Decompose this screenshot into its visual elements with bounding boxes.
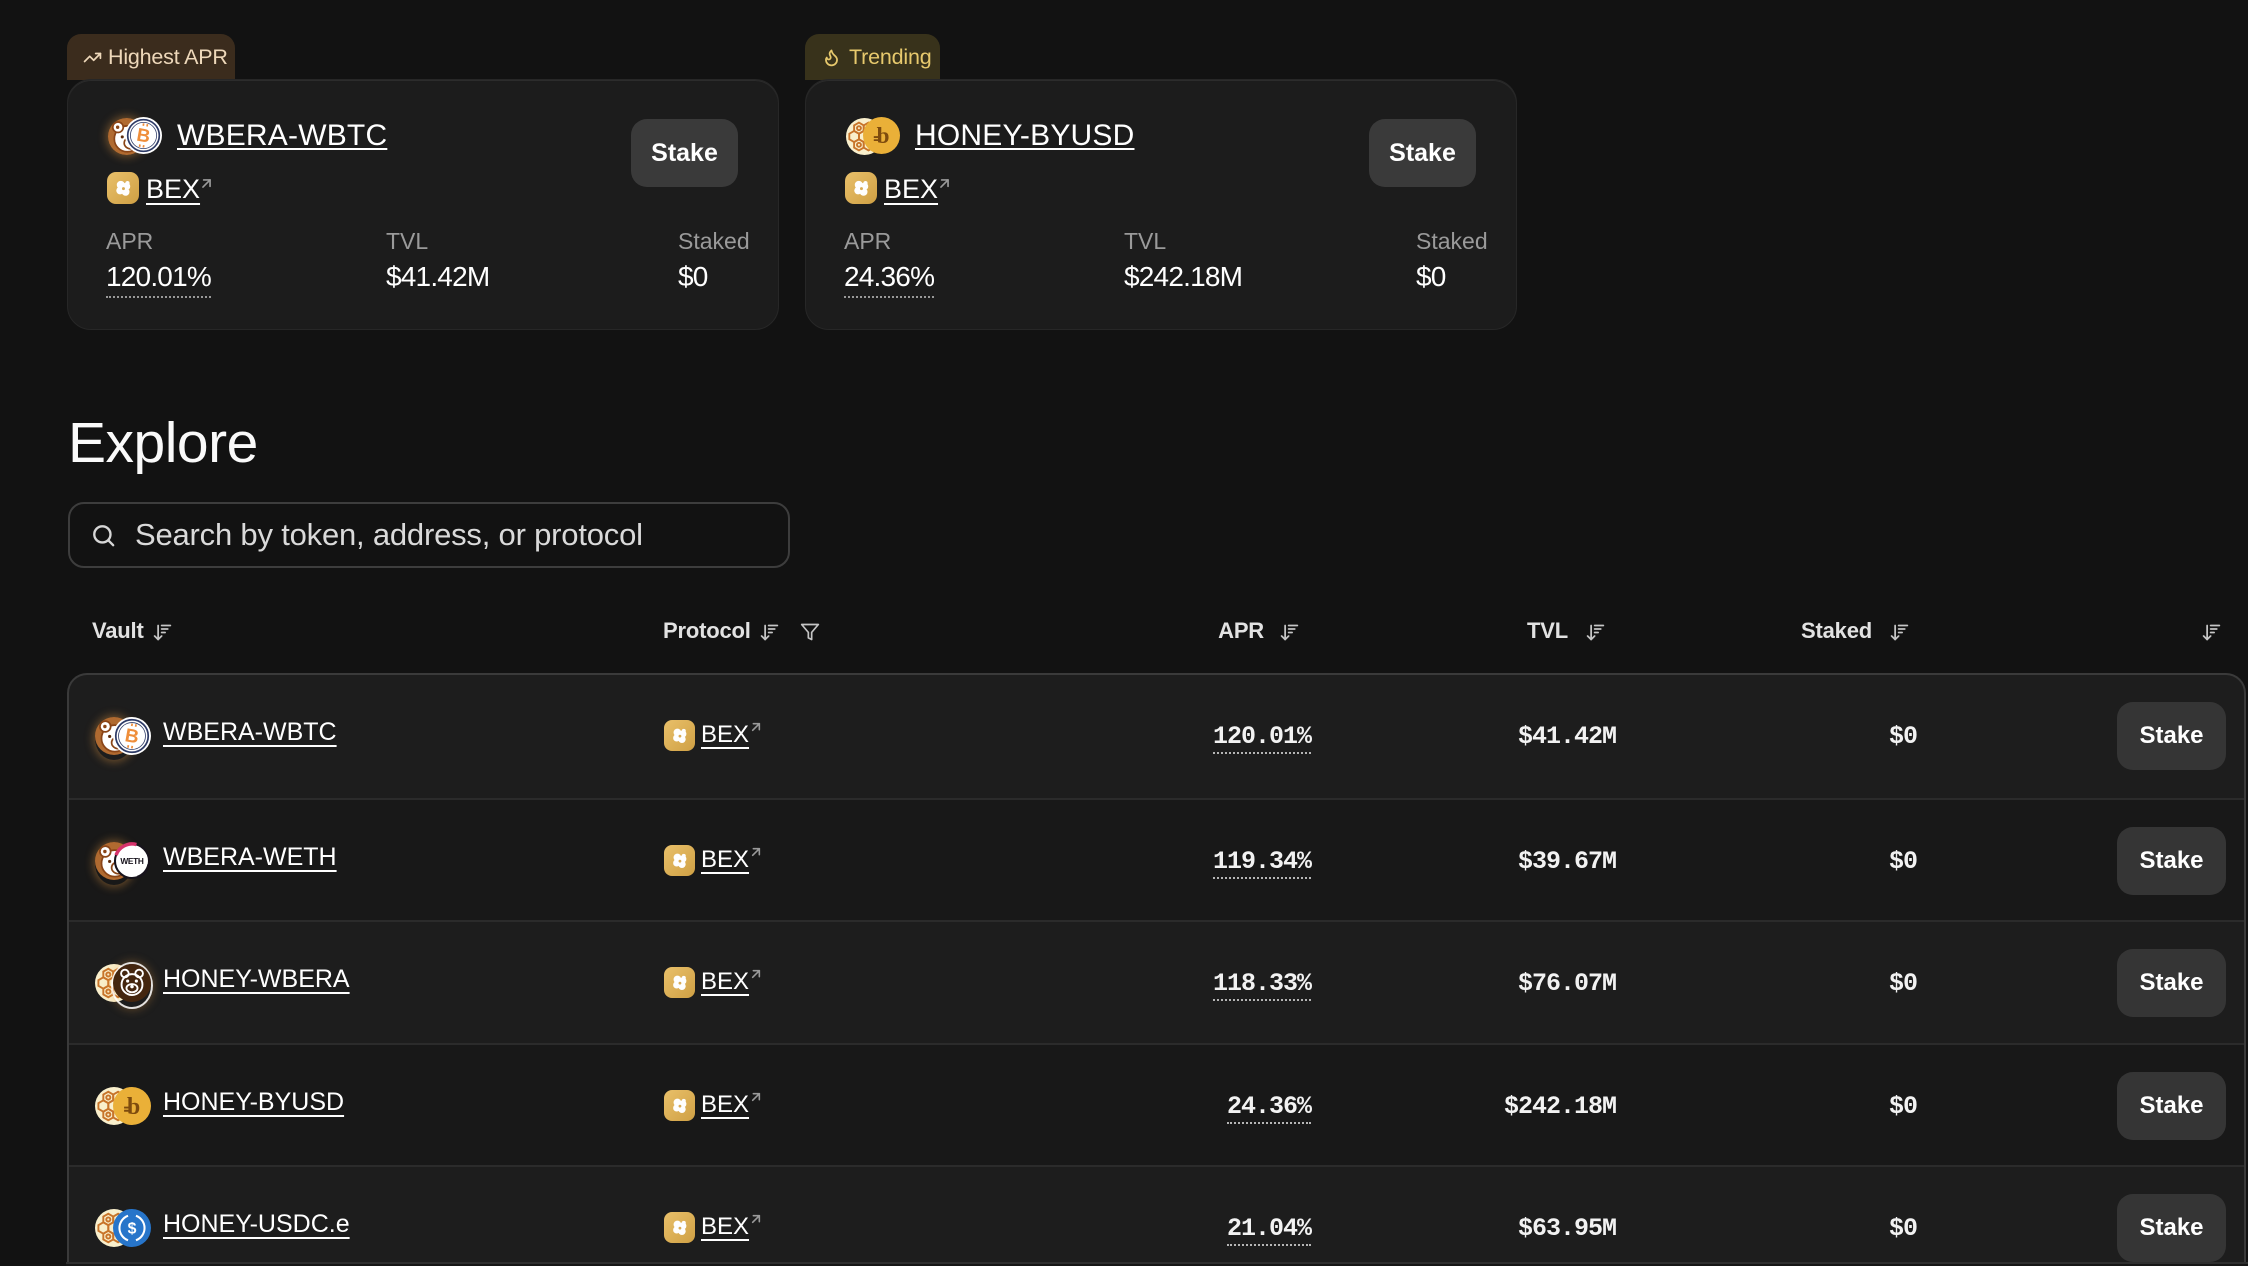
svg-text:b: b — [127, 1094, 140, 1120]
svg-text:b: b — [877, 123, 890, 149]
svg-text:WETH: WETH — [120, 856, 143, 866]
svg-text:$: $ — [128, 1221, 137, 1238]
svg-text:B: B — [123, 725, 140, 748]
svg-text:B: B — [135, 124, 152, 147]
